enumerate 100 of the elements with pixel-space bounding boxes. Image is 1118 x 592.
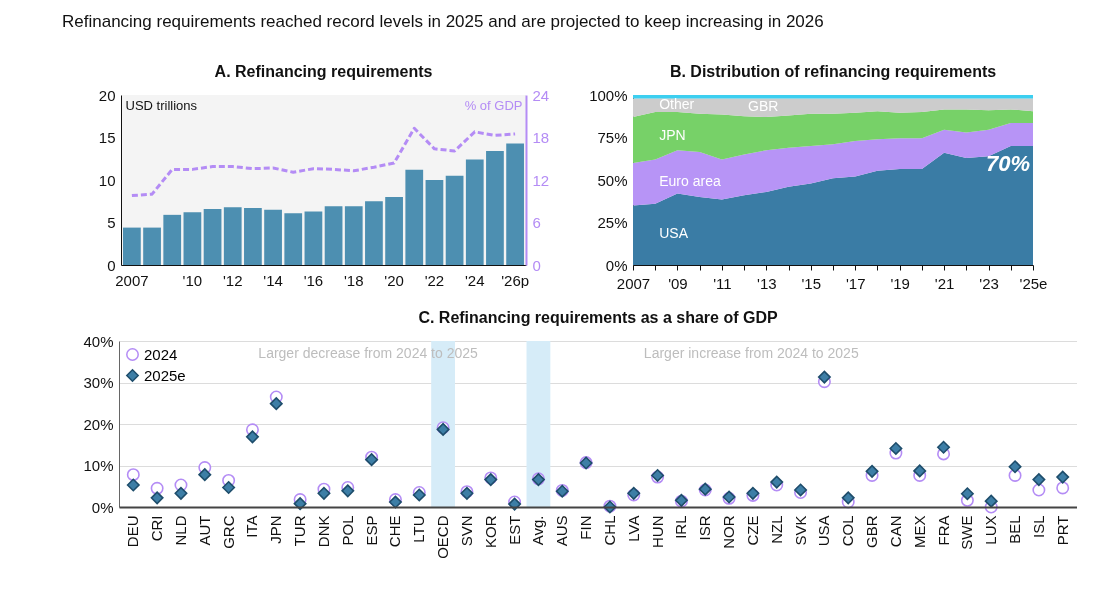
- bar: [445, 175, 464, 265]
- x-tick-label: GRC: [219, 515, 237, 549]
- point: [1056, 481, 1070, 495]
- x-tick-label: '12: [222, 271, 243, 289]
- x-tick-label: '15: [801, 274, 822, 292]
- text: Refinancing requirements reached record levels in 2025 and are projected to keep increasing in 2026: [62, 12, 824, 32]
- y-tick-label: 15: [98, 129, 116, 146]
- x-tick-label: CHL: [600, 515, 618, 546]
- x-tick-label: AUT: [195, 515, 213, 546]
- y2-axis-title: % of GDP: [464, 97, 523, 113]
- x-tick-label: OECD: [434, 515, 452, 559]
- x-tick-label: COL: [839, 515, 857, 547]
- point: [150, 491, 164, 505]
- x-tick-label: '23: [979, 274, 999, 292]
- x-tick-label: USA: [815, 515, 833, 547]
- x-tick-label: FIN: [577, 515, 595, 540]
- x-tick-label: JPN: [267, 515, 285, 544]
- bar: [143, 227, 161, 265]
- x-tick-label: KOR: [481, 515, 499, 549]
- point: [984, 494, 998, 508]
- x-tick-label: '17: [845, 274, 866, 292]
- bar: [163, 214, 182, 265]
- point: [293, 497, 307, 511]
- x-tick-label: BEL: [1006, 515, 1024, 544]
- y-tick-label: 0: [107, 256, 116, 274]
- x-tick-label: '09: [668, 274, 688, 292]
- x-tick-label: NLD: [171, 515, 189, 546]
- bar: [365, 201, 383, 265]
- bar: [344, 206, 363, 265]
- bar: [486, 151, 504, 265]
- y-tick-label: 10: [98, 171, 116, 189]
- y2-tick-label: 24: [532, 86, 550, 104]
- x-tick-label: NZL: [767, 515, 785, 544]
- x-tick-label: CHE: [386, 515, 404, 548]
- series-label: USA: [659, 225, 689, 242]
- x-tick-label: '18: [343, 271, 364, 289]
- x-tick-label: Avg.: [529, 515, 547, 546]
- series-label: Euro area: [659, 172, 721, 189]
- bar: [203, 208, 222, 265]
- x-tick-label: FRA: [934, 515, 952, 546]
- x-tick-label: ITA: [243, 515, 261, 538]
- point: [317, 486, 331, 500]
- point: [960, 487, 974, 501]
- x-tick-label: AUS: [553, 515, 571, 547]
- x-tick-label: LVA: [624, 515, 642, 542]
- y2-tick-label: 0: [532, 256, 541, 274]
- point: [1056, 470, 1070, 484]
- annotation: Larger decrease from 2024 to 2025: [258, 345, 479, 361]
- x-tick-label: LUX: [982, 515, 1000, 545]
- point: [1008, 460, 1022, 474]
- bar: [304, 211, 323, 265]
- point: [817, 370, 831, 384]
- y-tick-label: 20%: [83, 415, 114, 433]
- x-tick-label: '19: [890, 274, 910, 292]
- bar: [223, 207, 242, 265]
- y2-tick-label: 18: [532, 129, 550, 146]
- series-label: JPN: [659, 126, 686, 143]
- bar: [244, 208, 262, 265]
- x-tick-label: EST: [505, 515, 523, 545]
- x-tick-label: TUR: [291, 515, 309, 547]
- annotation: 70%: [985, 151, 1030, 176]
- y-tick-label: 20: [98, 86, 116, 104]
- y2-tick-label: 6: [532, 214, 541, 231]
- x-tick-label: '16: [303, 271, 324, 289]
- x-tick-label: HUN: [648, 515, 666, 548]
- x-tick-label: '20: [384, 271, 404, 289]
- x-tick-label: IRL: [672, 515, 690, 539]
- bar: [465, 159, 484, 265]
- point: [222, 480, 236, 494]
- point: [1032, 483, 1046, 497]
- x-tick-label: 2007: [115, 271, 149, 289]
- y-tick-label: 5: [107, 214, 116, 231]
- point: [245, 430, 259, 444]
- y-tick-label: 0%: [605, 256, 628, 274]
- point: [889, 441, 903, 455]
- y-tick-label: 40%: [83, 332, 114, 350]
- x-tick-label: DEU: [124, 515, 142, 548]
- y-tick-label: 30%: [83, 374, 114, 391]
- point: [913, 464, 927, 478]
- x-tick-label: NOR: [720, 515, 738, 549]
- x-tick-label: '13: [757, 274, 777, 292]
- point: [865, 464, 879, 478]
- point: [269, 397, 283, 411]
- bar: [264, 209, 282, 265]
- bar: [385, 197, 403, 265]
- point: [1032, 473, 1046, 487]
- x-tick-label: '25e: [1019, 274, 1048, 292]
- y-tick-label: 100%: [589, 86, 628, 104]
- bar: [425, 180, 444, 265]
- point: [198, 468, 212, 482]
- line-series: [130, 126, 517, 198]
- bar: [506, 143, 524, 265]
- x-tick-label: LTU: [410, 515, 428, 543]
- chart-title: C. Refinancing requirements as a share of GDP: [418, 309, 778, 326]
- x-tick-label: '14: [263, 271, 283, 289]
- y-tick-label: 10%: [83, 457, 114, 474]
- x-tick-label: SVK: [791, 515, 809, 546]
- x-tick-label: ESP: [362, 515, 380, 546]
- bar: [405, 169, 424, 265]
- x-tick-label: ISR: [696, 515, 714, 541]
